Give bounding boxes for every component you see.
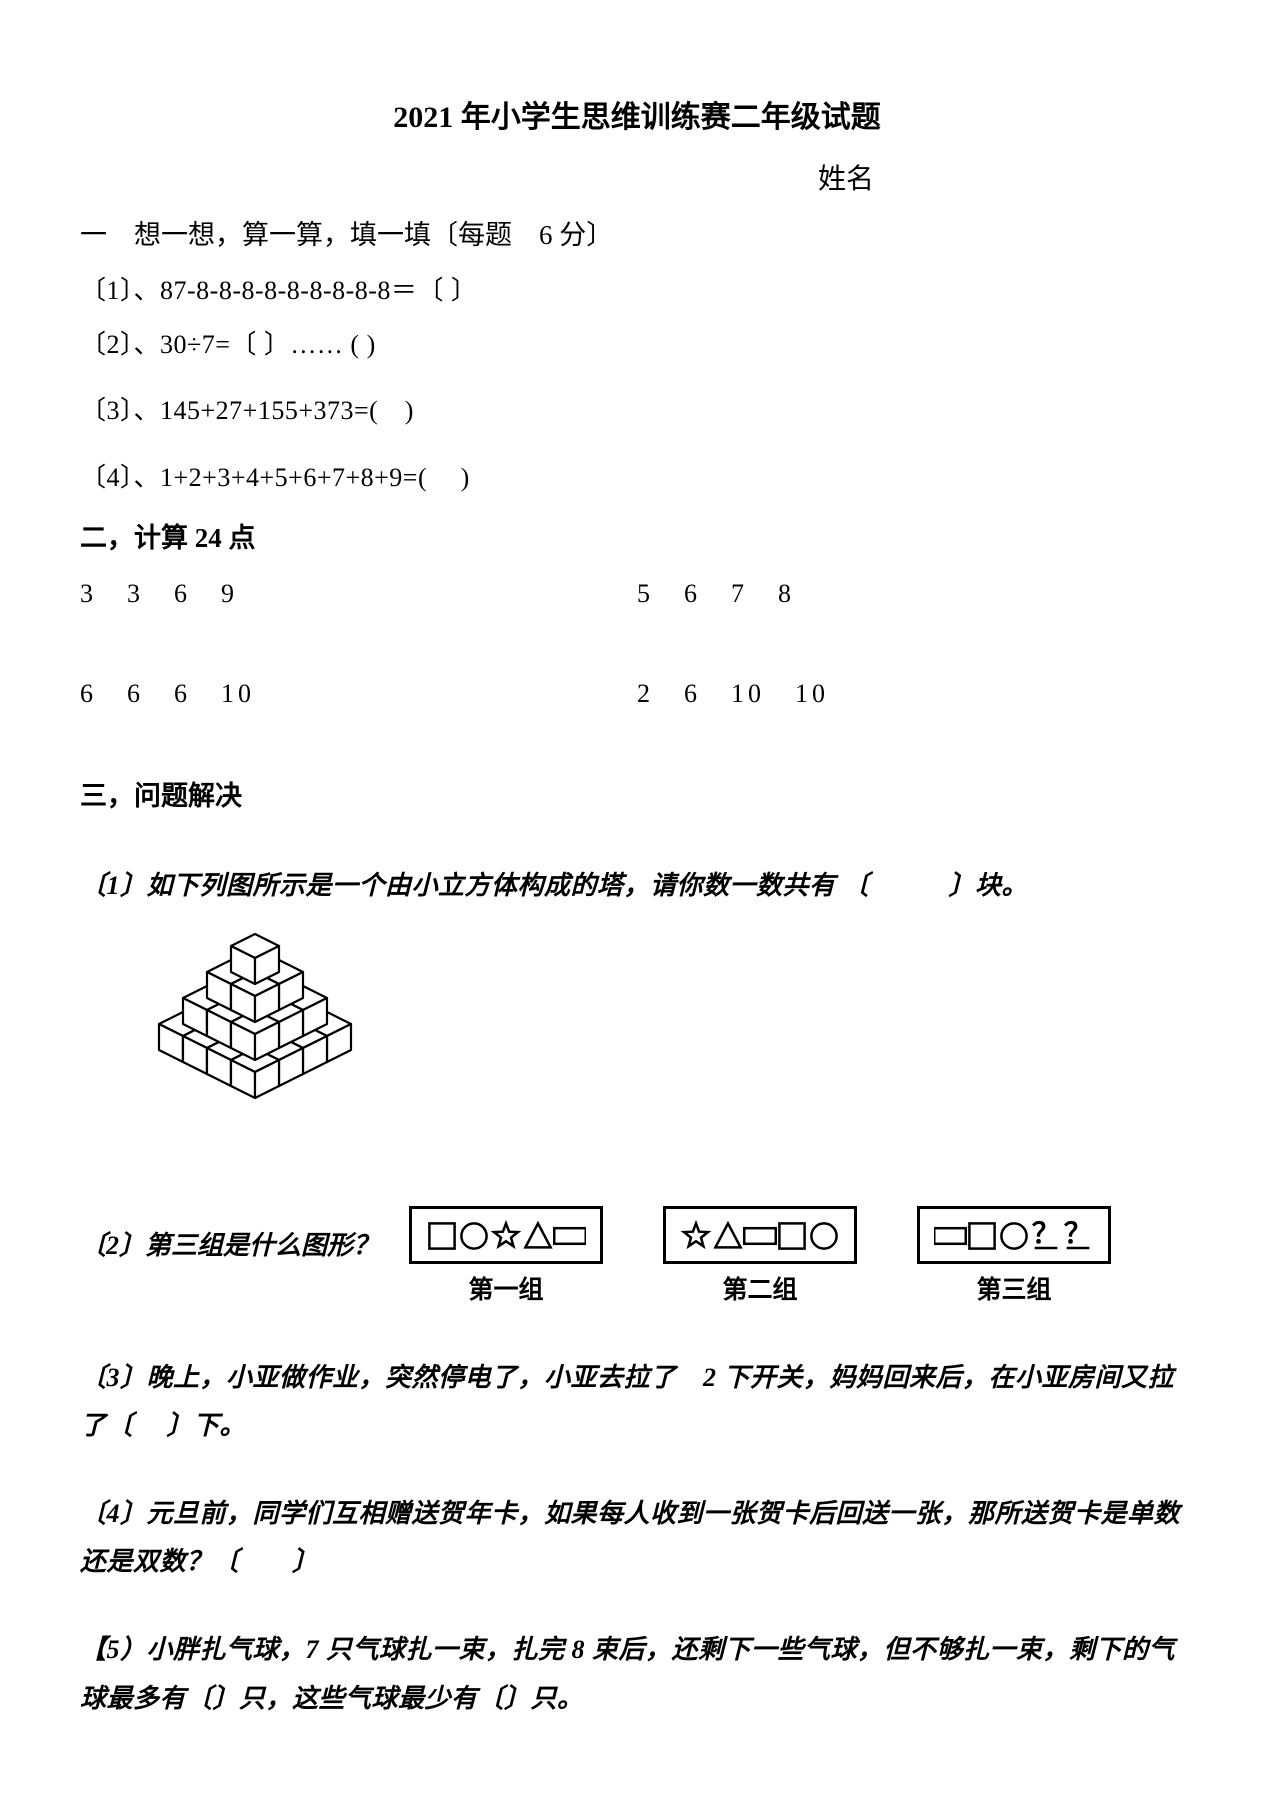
cube-tower-svg bbox=[130, 922, 380, 1172]
shape-row-3: ？？ bbox=[934, 1217, 1094, 1255]
shape-group-3: ？？ 第三组 bbox=[917, 1206, 1111, 1314]
s3-q4: 〔4〕元旦前，同学们互相赠送贺年卡，如果每人收到一张贺卡后回送一张，那所送贺卡是… bbox=[80, 1490, 1194, 1586]
s3-q3: 〔3〕晚上，小亚做作业，突然停电了，小亚去拉了 2 下开关，妈妈回来后，在小亚房… bbox=[80, 1354, 1194, 1450]
s2-row1-left: 3 3 6 9 bbox=[80, 570, 637, 618]
shape-group-2: 第二组 bbox=[663, 1206, 857, 1314]
shape-box-3: ？？ bbox=[917, 1206, 1111, 1264]
s2-row2-left: 6 6 6 10 bbox=[80, 670, 637, 718]
shape-caption-3: 第三组 bbox=[977, 1268, 1052, 1314]
shape-caption-1: 第一组 bbox=[469, 1268, 544, 1314]
shape-box-2 bbox=[663, 1206, 857, 1264]
s1-q1: 〔1〕、87-8-8-8-8-8-8-8-8-8＝〔 〕 bbox=[80, 267, 1194, 315]
cube-tower-figure bbox=[130, 922, 1194, 1188]
s1-q2: 〔2〕、30÷7=〔 〕…… ( ) bbox=[80, 321, 1194, 369]
s1-q4: 〔4〕、1+2+3+4+5+6+7+8+9=( ) bbox=[80, 454, 1194, 502]
s2-row1-right: 5 6 7 8 bbox=[637, 570, 1194, 618]
shape-row-2 bbox=[680, 1217, 840, 1255]
s2-row2-right: 2 6 10 10 bbox=[637, 670, 1194, 718]
s2-row2: 6 6 6 10 2 6 10 10 bbox=[80, 670, 1194, 718]
shape-box-1 bbox=[409, 1206, 603, 1264]
shape-row-1 bbox=[426, 1217, 586, 1255]
page-title: 2021 年小学生思维训练赛二年级试题 bbox=[80, 90, 1194, 146]
shape-group-1: 第一组 bbox=[409, 1206, 603, 1314]
s1-q3: 〔3〕、145+27+155+373=( ) bbox=[80, 387, 1194, 435]
svg-text:？: ？ bbox=[1064, 1219, 1093, 1250]
name-label: 姓名 bbox=[80, 154, 1194, 206]
s3-q2-label: 〔2〕第三组是什么图形？ bbox=[80, 1206, 379, 1270]
svg-text:？: ？ bbox=[1032, 1219, 1061, 1250]
section1-heading: 一 想一想，算一算，填一填〔每题 6 分〕 bbox=[80, 211, 1194, 261]
section3-heading: 三，问题解决 bbox=[80, 772, 1194, 822]
s3-q2-row: 〔2〕第三组是什么图形？ 第一组 第二组 ？？ 第三组 bbox=[80, 1206, 1194, 1314]
section2-heading: 二，计算 24 点 bbox=[80, 514, 1194, 564]
shape-caption-2: 第二组 bbox=[723, 1268, 798, 1314]
s2-row1: 3 3 6 9 5 6 7 8 bbox=[80, 570, 1194, 618]
shape-groups: 第一组 第二组 ？？ 第三组 bbox=[409, 1206, 1194, 1314]
s3-q5: 【5）小胖扎气球，7 只气球扎一束，扎完 8 束后，还剩下一些气球，但不够扎一束… bbox=[80, 1626, 1194, 1722]
s3-q1: 〔1〕如下列图所示是一个由小立方体构成的塔，请你数一数共有 〔 〕块。 bbox=[80, 862, 1194, 910]
